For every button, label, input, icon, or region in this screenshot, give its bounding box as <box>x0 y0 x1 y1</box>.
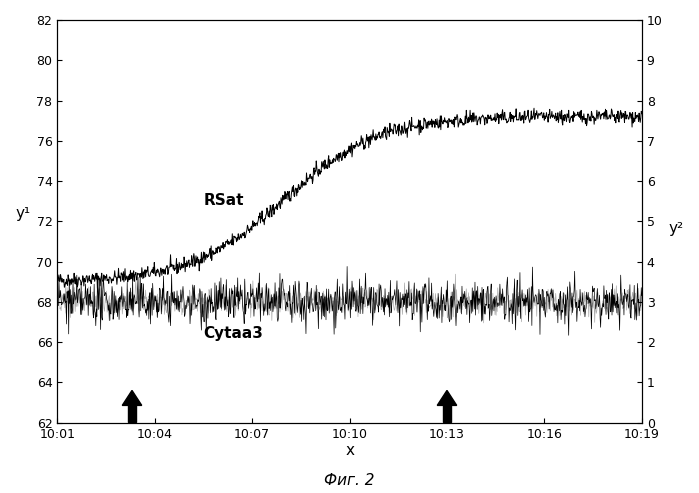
Y-axis label: y¹: y¹ <box>15 207 30 221</box>
Polygon shape <box>442 405 451 422</box>
Polygon shape <box>128 405 136 422</box>
Polygon shape <box>122 390 142 405</box>
Text: RSat: RSat <box>203 193 244 208</box>
Text: Cytaa3: Cytaa3 <box>203 326 264 341</box>
Text: Фиг. 2: Фиг. 2 <box>324 473 375 488</box>
Y-axis label: y²: y² <box>669 221 684 236</box>
X-axis label: x: x <box>345 443 354 458</box>
Polygon shape <box>438 390 456 405</box>
